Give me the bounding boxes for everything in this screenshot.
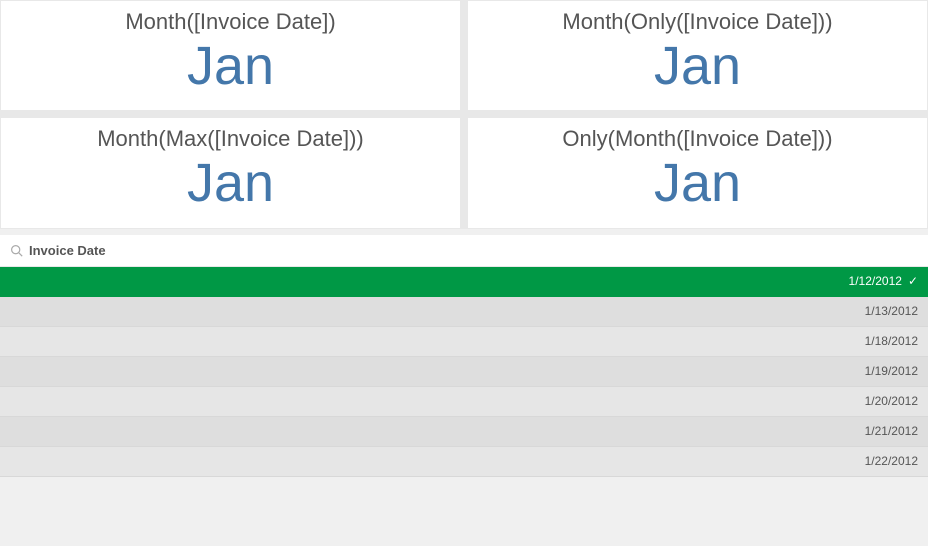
filter-row[interactable]: 1/19/2012 [0, 357, 928, 387]
kpi-value: Jan [1, 154, 460, 213]
kpi-card[interactable]: Month(Max([Invoice Date])) Jan [0, 117, 461, 228]
filter-list: 1/12/2012 ✓ 1/13/2012 1/18/2012 1/19/201… [0, 267, 928, 477]
filter-row-value: 1/22/2012 [865, 454, 918, 468]
kpi-title: Only(Month([Invoice Date])) [468, 126, 927, 152]
kpi-title: Month(Max([Invoice Date])) [1, 126, 460, 152]
filter-field-label: Invoice Date [29, 243, 106, 258]
search-icon [10, 244, 23, 257]
kpi-title: Month([Invoice Date]) [1, 9, 460, 35]
kpi-value: Jan [468, 37, 927, 96]
filter-row-value: 1/18/2012 [865, 334, 918, 348]
filter-row-value: 1/19/2012 [865, 364, 918, 378]
filter-row[interactable]: 1/18/2012 [0, 327, 928, 357]
filter-row[interactable]: 1/13/2012 [0, 297, 928, 327]
filter-row[interactable]: 1/21/2012 [0, 417, 928, 447]
check-icon: ✓ [908, 274, 918, 288]
filter-panel: Invoice Date 1/12/2012 ✓ 1/13/2012 1/18/… [0, 235, 928, 477]
kpi-grid: Month([Invoice Date]) Jan Month(Only([In… [0, 0, 928, 229]
filter-row-value: 1/20/2012 [865, 394, 918, 408]
filter-row[interactable]: 1/22/2012 [0, 447, 928, 477]
kpi-value: Jan [1, 37, 460, 96]
kpi-title: Month(Only([Invoice Date])) [468, 9, 927, 35]
filter-header[interactable]: Invoice Date [0, 235, 928, 267]
kpi-card[interactable]: Month(Only([Invoice Date])) Jan [467, 0, 928, 111]
filter-row-value: 1/13/2012 [865, 304, 918, 318]
filter-row-value: 1/12/2012 [849, 274, 902, 288]
filter-row-selected[interactable]: 1/12/2012 ✓ [0, 267, 928, 297]
kpi-value: Jan [468, 154, 927, 213]
filter-row[interactable]: 1/20/2012 [0, 387, 928, 417]
filter-row-value: 1/21/2012 [865, 424, 918, 438]
kpi-card[interactable]: Only(Month([Invoice Date])) Jan [467, 117, 928, 228]
kpi-card[interactable]: Month([Invoice Date]) Jan [0, 0, 461, 111]
